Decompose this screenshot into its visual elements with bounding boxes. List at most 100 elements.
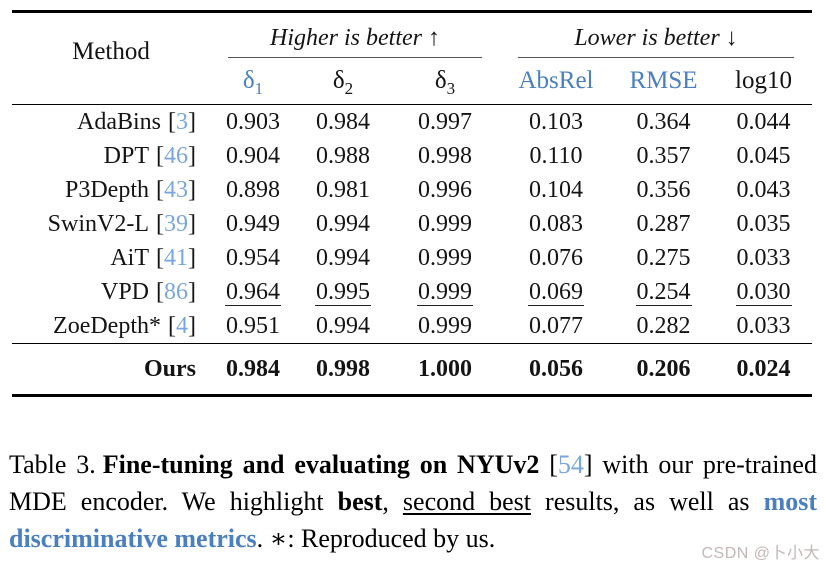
method-cell: SwinV2-L [39] bbox=[12, 207, 210, 241]
metric-value: 0.984 bbox=[316, 108, 370, 135]
metric-value-underlined: 0.069 bbox=[528, 278, 584, 306]
metric-value-bold: 0.056 bbox=[500, 343, 612, 396]
caption-text: ] with our pre-trained MDE encoder. We h… bbox=[9, 450, 817, 516]
metric-value: 0.951 bbox=[226, 312, 280, 339]
col-header-absrel: AbsRel bbox=[500, 58, 612, 105]
metric-value: 0.275 bbox=[636, 244, 691, 271]
metric-value: 0.954 bbox=[226, 244, 280, 271]
col-header-delta3: δ3 bbox=[390, 58, 500, 105]
method-name: P3Depth bbox=[65, 176, 149, 203]
metric-value: 0.994 bbox=[316, 312, 370, 339]
table-row-ait: AiT [41] 0.954 0.994 0.999 0.076 0.275 0.… bbox=[12, 241, 812, 275]
metric-value: 0.103 bbox=[529, 108, 583, 135]
citation-link[interactable]: [43] bbox=[156, 176, 196, 203]
caption-best-label: best bbox=[337, 487, 383, 516]
metric-value: 0.083 bbox=[529, 210, 583, 237]
col-header-log10: log10 bbox=[715, 58, 812, 105]
citation-link[interactable]: [86] bbox=[156, 278, 196, 305]
metric-value-underlined: 0.964 bbox=[225, 278, 281, 306]
method-cell: DPT [46] bbox=[12, 139, 210, 173]
caption-citation-link[interactable]: 54 bbox=[557, 450, 584, 479]
metric-value: 0.077 bbox=[529, 312, 583, 339]
metric-value: 0.988 bbox=[316, 142, 370, 169]
col-header-delta1: δ1 bbox=[210, 58, 296, 105]
method-cell: VPD [86] bbox=[12, 275, 210, 309]
method-column-header: Method bbox=[12, 11, 210, 105]
table-row-dpt: DPT [46] 0.904 0.988 0.998 0.110 0.357 0.… bbox=[12, 139, 812, 173]
metric-value-underlined: 0.030 bbox=[735, 278, 792, 306]
metric-value: 0.903 bbox=[226, 108, 280, 135]
lower-is-better-label: Lower is better ↓ bbox=[574, 25, 738, 51]
metric-value: 0.999 bbox=[418, 244, 472, 271]
rmse-label: RMSE bbox=[629, 67, 698, 94]
metric-value-bold: 0.206 bbox=[612, 343, 715, 396]
lower-is-better-group-header: Lower is better ↓ bbox=[500, 12, 812, 58]
metric-value: 0.994 bbox=[316, 244, 370, 271]
metric-value-underlined: 0.999 bbox=[417, 278, 473, 306]
method-cell: AiT [41] bbox=[12, 241, 210, 275]
metric-value: 0.998 bbox=[418, 142, 472, 169]
metric-value: 0.997 bbox=[418, 108, 472, 135]
method-name: AiT bbox=[110, 244, 149, 271]
metric-value: 0.033 bbox=[736, 312, 791, 339]
higher-is-better-group-header: Higher is better ↑ bbox=[210, 12, 500, 58]
metric-value: 0.999 bbox=[418, 210, 472, 237]
metric-value: 0.033 bbox=[736, 244, 791, 271]
metric-value: 0.076 bbox=[529, 244, 583, 271]
metric-value: 0.904 bbox=[226, 142, 280, 169]
log10-label: log10 bbox=[735, 67, 792, 94]
table-row-adabins: AdaBins [3] 0.903 0.984 0.997 0.103 0.364… bbox=[12, 105, 812, 140]
citation-link[interactable]: [4] bbox=[168, 312, 196, 339]
metric-value: 0.044 bbox=[736, 108, 791, 135]
table-row-zoedepth: ZoeDepth* [4] 0.951 0.994 0.999 0.077 0.2… bbox=[12, 309, 812, 344]
method-name: VPD bbox=[100, 278, 149, 305]
method-cell: P3Depth [43] bbox=[12, 173, 210, 207]
metric-value: 0.357 bbox=[636, 142, 691, 169]
metric-value-bold: 0.024 bbox=[715, 343, 812, 396]
delta3-label: δ3 bbox=[434, 67, 456, 98]
col-header-rmse: RMSE bbox=[612, 58, 715, 105]
metric-value: 0.981 bbox=[316, 176, 370, 203]
metric-value: 0.898 bbox=[226, 176, 280, 203]
caption-second-best-label: second best bbox=[402, 487, 532, 516]
col-header-delta2: δ2 bbox=[296, 58, 390, 105]
metric-value: 0.035 bbox=[736, 210, 791, 237]
metric-value: 0.110 bbox=[529, 142, 583, 169]
metric-value-bold: 1.000 bbox=[390, 343, 500, 396]
metric-value-underlined: 0.995 bbox=[315, 278, 371, 306]
caption-table-number: Table 3. bbox=[9, 450, 96, 479]
caption-discriminative-label: most discriminative metrics bbox=[9, 487, 817, 553]
method-name: DPT bbox=[103, 142, 149, 169]
metric-value: 0.996 bbox=[418, 176, 472, 203]
metric-value: 0.999 bbox=[418, 312, 472, 339]
table-caption: Table 3. Fine-tuning and evaluating on NY… bbox=[9, 446, 817, 557]
method-cell: ZoeDepth* [4] bbox=[12, 309, 210, 344]
metric-value: 0.364 bbox=[636, 108, 691, 135]
higher-is-better-label: Higher is better ↑ bbox=[270, 25, 440, 51]
method-name: SwinV2-L bbox=[47, 210, 149, 237]
metric-value: 0.043 bbox=[736, 176, 791, 203]
method-name: ZoeDepth* bbox=[53, 312, 161, 339]
metric-value: 0.994 bbox=[316, 210, 370, 237]
table-row-ours-best: Ours 0.984 0.998 1.000 0.056 0.206 0.024 bbox=[12, 343, 812, 396]
metric-value-underlined: 0.254 bbox=[635, 278, 692, 306]
method-name: AdaBins bbox=[77, 108, 161, 135]
metric-value: 0.356 bbox=[636, 176, 691, 203]
metric-value: 0.282 bbox=[636, 312, 691, 339]
caption-text: results, as well as bbox=[531, 487, 764, 516]
citation-link[interactable]: [3] bbox=[168, 108, 196, 135]
absrel-label: AbsRel bbox=[518, 67, 594, 94]
results-table: Method Higher is better ↑ Lower is bette… bbox=[12, 10, 812, 397]
metric-value: 0.287 bbox=[636, 210, 691, 237]
citation-link[interactable]: [41] bbox=[156, 244, 196, 271]
table-row-swinv2l: SwinV2-L [39] 0.949 0.994 0.999 0.083 0.2… bbox=[12, 207, 812, 241]
caption-text: . ∗: Reproduced by us. bbox=[256, 524, 496, 553]
caption-text: , bbox=[382, 487, 403, 516]
caption-bold-title: Fine-tuning and evaluating on NYUv2 bbox=[102, 450, 540, 479]
metric-value-bold: 0.984 bbox=[210, 343, 296, 396]
citation-link[interactable]: [46] bbox=[156, 142, 196, 169]
citation-link[interactable]: [39] bbox=[156, 210, 196, 237]
metric-value-bold: 0.998 bbox=[296, 343, 390, 396]
method-cell: Ours bbox=[12, 343, 210, 396]
delta2-label: δ2 bbox=[332, 67, 354, 98]
